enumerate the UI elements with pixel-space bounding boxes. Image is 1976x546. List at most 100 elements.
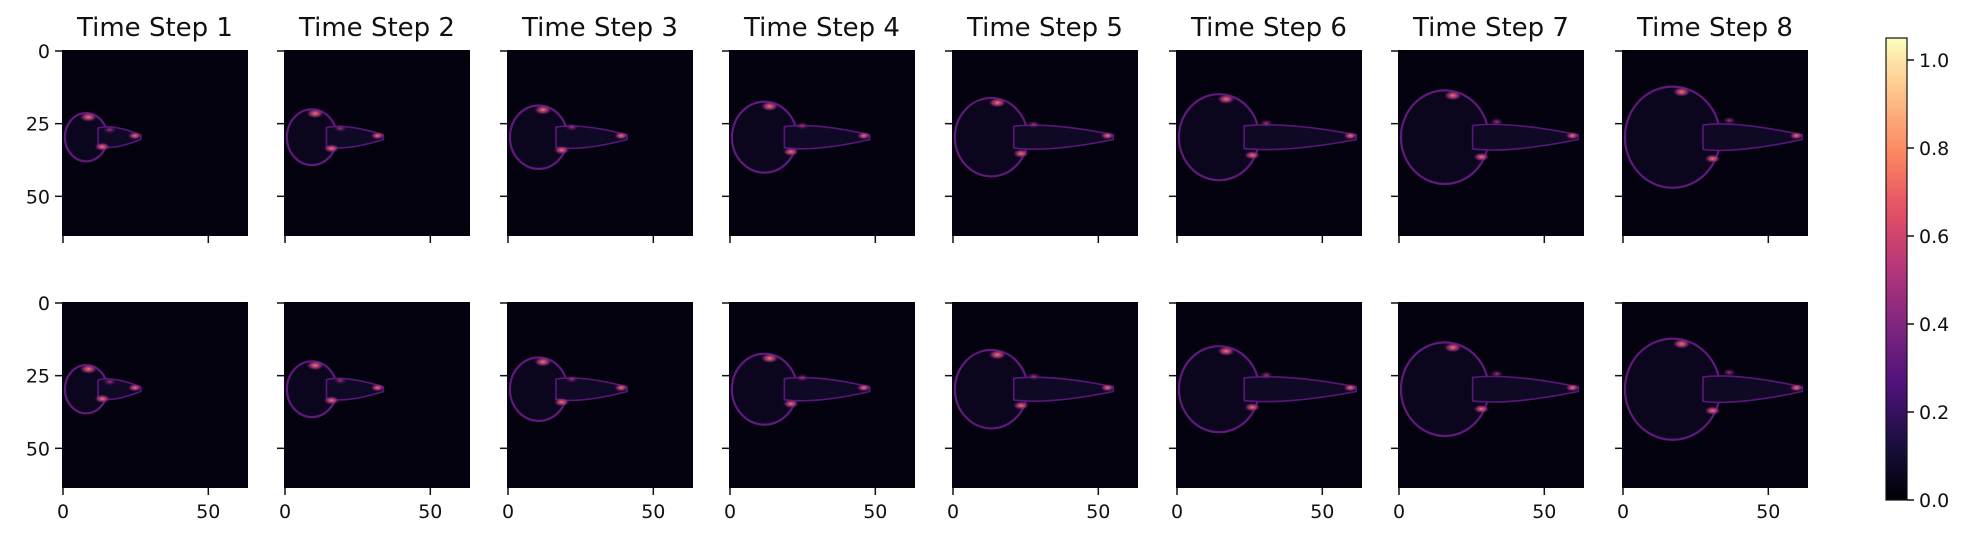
plume-hotspot — [1100, 131, 1115, 140]
x-tick-label: 50 — [641, 501, 665, 523]
panel-r2-c8: 0 50 — [1615, 302, 1808, 523]
plume-hotspot — [1473, 152, 1490, 162]
plume-warm-spot — [1489, 369, 1504, 378]
y-tick-label: 0 — [38, 41, 50, 63]
plume-hotspot — [553, 397, 570, 407]
panel-r1-c7: Time Step 7 — [1391, 13, 1584, 243]
plume-hotspot — [1672, 86, 1691, 97]
colorbar-tick-label: 1.0 — [1919, 50, 1949, 72]
plume-hotspot — [1343, 131, 1358, 140]
plume-hotspot — [1704, 154, 1721, 164]
colorbar-tick-label: 0.0 — [1919, 490, 1949, 512]
plume-warm-spot — [1259, 119, 1274, 128]
x-tick-label: 50 — [1310, 501, 1334, 523]
plume-hotspot — [1013, 401, 1030, 410]
plume-hotspot — [1217, 94, 1236, 105]
plume-hotspot — [760, 353, 779, 364]
panels-group: Time Step 1 0 25 50 Time Step 2 Time Step 3 Ti… — [26, 13, 1808, 523]
panel-title: Time Step 6 — [1190, 13, 1347, 43]
y-tick-label: 25 — [26, 366, 50, 388]
plume-hotspot — [856, 131, 871, 140]
plume-hotspot — [306, 360, 325, 371]
x-tick-label: 50 — [196, 501, 220, 523]
plume-hotspot — [306, 108, 325, 119]
plume-tail — [1012, 376, 1115, 402]
plume-warm-spot — [795, 373, 810, 382]
plume-hotspot — [79, 112, 98, 122]
plume-tail — [1012, 124, 1115, 150]
y-tick-label: 0 — [38, 293, 50, 315]
plume-warm-spot — [795, 121, 810, 130]
panel-title: Time Step 1 — [76, 13, 233, 43]
plume-hotspot — [856, 383, 871, 392]
panel-r2-c6: 0 50 — [1169, 302, 1362, 523]
panel-title: Time Step 5 — [966, 13, 1123, 43]
colorbar-gradient — [1885, 37, 1908, 501]
plume-hotspot — [323, 144, 340, 153]
plume-hotspot — [79, 364, 98, 374]
plume-warm-spot — [1722, 116, 1737, 125]
plume-hotspot — [533, 356, 552, 367]
plume-hotspot — [614, 383, 629, 392]
plume-warm-spot — [102, 125, 117, 134]
x-tick-label: 0 — [279, 501, 291, 523]
panel-title: Time Step 2 — [298, 13, 455, 43]
plume-hotspot — [1443, 90, 1462, 101]
plume-warm-spot — [333, 376, 348, 385]
plume-tail — [1243, 123, 1357, 151]
x-tick-label: 50 — [1532, 501, 1556, 523]
plume-hotspot — [1100, 383, 1115, 392]
x-tick-label: 0 — [724, 501, 736, 523]
plume-hotspot — [1343, 383, 1358, 392]
panel-title: Time Step 8 — [1636, 13, 1793, 43]
x-tick-label: 0 — [57, 501, 69, 523]
panel-r2-c3: 0 50 — [500, 302, 693, 523]
panel-r1-c6: Time Step 6 — [1169, 13, 1362, 243]
plume-hotspot — [533, 104, 552, 115]
plume-hotspot — [782, 399, 799, 409]
y-tick-label: 25 — [26, 114, 50, 136]
x-tick-label: 50 — [418, 501, 442, 523]
plume-hotspot — [782, 147, 799, 157]
plume-hotspot — [1217, 346, 1236, 357]
plume-hotspot — [94, 394, 111, 404]
panel-r1-c5: Time Step 5 — [945, 13, 1138, 243]
panel-title: Time Step 7 — [1412, 13, 1569, 43]
panel-r2-c1: 0 25 50 0 50 — [26, 293, 248, 523]
panel-r1-c1: Time Step 1 0 25 50 — [26, 13, 248, 243]
x-tick-label: 0 — [947, 501, 959, 523]
plume-warm-spot — [1489, 117, 1504, 126]
colorbar: 0.0 0.2 0.4 0.6 0.8 1.0 — [1885, 37, 1949, 512]
plume-hotspot — [1789, 131, 1804, 140]
colorbar-tick-label: 0.8 — [1919, 138, 1949, 160]
plume-warm-spot — [1026, 120, 1041, 129]
plume-hotspot — [1565, 131, 1580, 140]
plume-hotspot — [553, 145, 570, 155]
plume-warm-spot — [564, 123, 579, 132]
plume-tail — [1243, 375, 1357, 403]
plume-hotspot — [370, 383, 385, 392]
plume-hotspot — [988, 97, 1007, 108]
panel-r1-c4: Time Step 4 — [722, 13, 915, 243]
plume-hotspot — [127, 131, 142, 140]
y-tick-label: 50 — [26, 438, 50, 460]
x-tick-label: 0 — [1393, 501, 1405, 523]
plume-warm-spot — [102, 377, 117, 386]
panel-title: Time Step 4 — [743, 13, 900, 43]
panel-r2-c2: 0 50 — [277, 302, 470, 523]
plume-hotspot — [1244, 402, 1261, 412]
panel-r1-c8: Time Step 8 — [1615, 13, 1808, 243]
plume-warm-spot — [564, 375, 579, 384]
x-tick-label: 0 — [1171, 501, 1183, 523]
colorbar-tick-label: 0.2 — [1919, 402, 1949, 424]
plume-hotspot — [1672, 338, 1691, 349]
plume-hotspot — [760, 101, 779, 112]
plume-hotspot — [370, 131, 385, 140]
plume-hotspot — [127, 383, 142, 392]
plume-hotspot — [614, 131, 629, 140]
plume-hotspot — [1244, 150, 1261, 160]
x-tick-label: 0 — [1617, 501, 1629, 523]
plume-hotspot — [1565, 383, 1580, 392]
plume-warm-spot — [1722, 368, 1737, 377]
